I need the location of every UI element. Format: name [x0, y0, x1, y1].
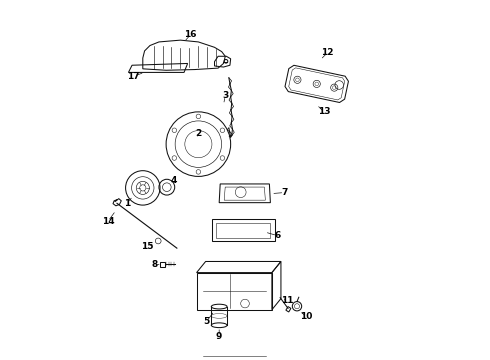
Text: 4: 4	[170, 176, 176, 185]
Text: 17: 17	[127, 72, 140, 81]
Text: 10: 10	[300, 312, 312, 321]
Text: 13: 13	[318, 107, 330, 116]
Text: 9: 9	[216, 332, 222, 341]
Text: 14: 14	[102, 217, 114, 226]
Text: 15: 15	[141, 242, 154, 251]
Text: 6: 6	[274, 231, 280, 240]
Text: 2: 2	[195, 129, 201, 138]
Text: 3: 3	[222, 91, 228, 100]
Text: 16: 16	[184, 30, 197, 39]
Text: 11: 11	[281, 296, 294, 305]
Text: 5: 5	[203, 317, 210, 326]
Text: 12: 12	[321, 48, 334, 57]
Text: 7: 7	[281, 188, 288, 197]
Text: 8: 8	[151, 260, 158, 269]
Text: 1: 1	[123, 199, 130, 208]
